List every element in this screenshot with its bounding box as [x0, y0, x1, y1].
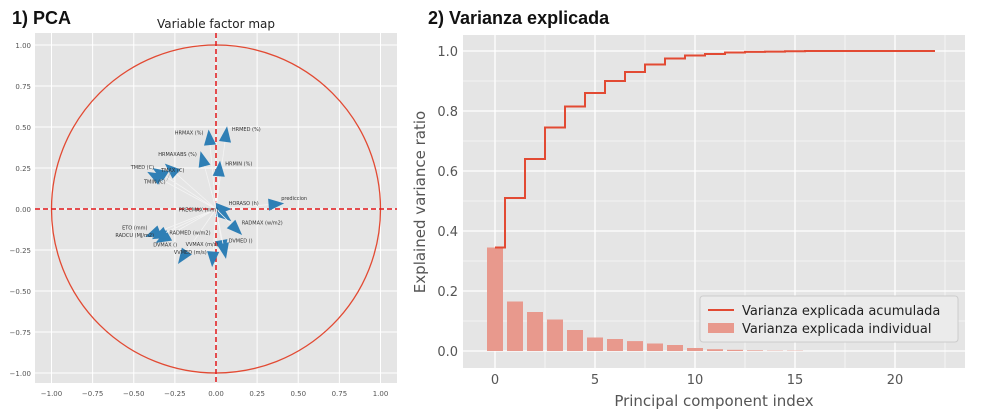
variable-label: DVMAX () [153, 243, 177, 249]
pca-ytick-label: −0.75 [10, 329, 31, 337]
variance-ytick-label: 0.8 [437, 105, 458, 120]
variable-arrow-shaft [163, 208, 217, 239]
legend-box [699, 295, 959, 343]
pca-ytick-label: −0.25 [10, 247, 31, 255]
variance-bar [567, 330, 583, 351]
pca-ytick-label: −0.50 [10, 288, 31, 296]
variance-ylabel: Explained variance ratio [411, 111, 429, 293]
variable-arrow-head [226, 219, 243, 236]
variance-bar [747, 350, 763, 351]
pca-ytick-label: −1.00 [10, 370, 31, 378]
variance-bar [587, 337, 603, 351]
variance-xtick-label: 0 [491, 373, 499, 388]
variance-ytick-label: 0.2 [437, 285, 458, 300]
variable-arrow-shaft [159, 208, 217, 236]
pca-ytick-label: 1.00 [15, 42, 31, 50]
variance-bar [647, 343, 663, 351]
variable-label: HRMAX (%) [175, 130, 204, 136]
variable-arrow-head [177, 247, 192, 264]
variance-bar [687, 348, 703, 351]
variable-arrow-shaft [212, 208, 217, 259]
variable-arrow-head [151, 226, 169, 240]
variance-bar [627, 341, 643, 351]
variable-label: RADMAX (w/m2) [242, 221, 283, 227]
cumulative-variance-line [495, 50, 935, 249]
variance-bar [507, 301, 523, 351]
variable-arrow-head [268, 198, 285, 211]
variable-arrow-shaft [202, 159, 217, 210]
variance-bar [527, 312, 543, 351]
variable-arrow-head [218, 126, 232, 143]
variable-arrow-shaft [159, 172, 217, 210]
variable-arrow-head [198, 151, 211, 168]
pca-ytick-label: 0.25 [15, 165, 31, 173]
pca-ytick-label: 0.00 [15, 206, 31, 214]
pca-ytick-label: 0.75 [15, 83, 31, 91]
variable-label: HORASO (h) [229, 201, 259, 207]
variable-arrow-shaft [171, 169, 217, 210]
variable-label: RADCU (MJ/m2) [115, 233, 154, 239]
variance-xlabel: Principal component index [614, 392, 813, 410]
variable-arrow-head [215, 206, 232, 222]
panel-label-pca: 1) PCA [12, 8, 72, 28]
variable-label: PRECMAX (mm) [179, 208, 219, 214]
variable-arrow-shaft [209, 138, 217, 210]
variance-bar [727, 349, 743, 351]
variance-bar [547, 319, 563, 351]
variable-label: TMED (C) [130, 165, 154, 171]
variable-label: prediccion [281, 196, 307, 202]
variance-bar [607, 339, 623, 351]
variable-label: HRMAXABS (%) [158, 152, 197, 158]
pca-xtick-label: 1.00 [373, 390, 389, 398]
variance-ytick-label: 0.4 [437, 225, 458, 240]
variable-arrow-head [147, 171, 164, 185]
legend-label-cumulative: Varianza explicada acumulada [742, 304, 940, 319]
pca-xtick-label: −0.25 [164, 390, 185, 398]
variance-xtick-label: 15 [787, 373, 804, 388]
pca-xtick-label: 0.75 [332, 390, 348, 398]
variance-xtick-label: 5 [591, 373, 599, 388]
variable-label: RADMED (w/m2) [169, 231, 210, 237]
variable-label: HRMIN (%) [225, 162, 252, 168]
pca-title: Variable factor map [157, 17, 275, 31]
pca-ytick-label: 0.50 [15, 124, 31, 132]
variable-label: ETO (mm) [122, 226, 147, 232]
pca-xtick-label: 0.00 [208, 390, 224, 398]
panel-label-variance: 2) Varianza explicada [428, 8, 610, 28]
pca-xtick-label: −1.00 [41, 390, 62, 398]
legend-label-individual: Varianza explicada individual [742, 322, 931, 337]
pca-xtick-label: −0.50 [123, 390, 144, 398]
variable-arrow-shaft [154, 175, 217, 210]
variance-bar [667, 345, 683, 351]
variable-arrow-shaft [182, 208, 217, 257]
variable-label: DVMED () [229, 239, 253, 245]
variable-label: TMAX (C) [160, 168, 184, 174]
variance-ytick-label: 0.0 [437, 345, 458, 360]
variance-ytick-label: 0.6 [437, 165, 458, 180]
variable-label: HRMED (%) [232, 127, 261, 133]
legend-swatch-individual [708, 323, 734, 333]
variance-bar [487, 247, 503, 351]
pca-xtick-label: 0.50 [290, 390, 306, 398]
variance-xtick-label: 20 [887, 373, 904, 388]
variable-arrow-head [216, 242, 229, 259]
variable-label: VVMED (m/s) [174, 250, 207, 256]
variable-arrow-shaft [215, 208, 225, 251]
pca-xtick-label: −0.75 [82, 390, 103, 398]
pca-xtick-label: 0.25 [249, 390, 265, 398]
variable-label: VVMAX (m/s) [186, 242, 219, 248]
variable-arrow-head [207, 251, 220, 268]
variable-arrow-head [203, 129, 217, 146]
variance-ytick-label: 1.0 [437, 45, 458, 60]
variance-xtick-label: 10 [687, 373, 704, 388]
variable-label-leader [166, 169, 172, 182]
variable-arrow-head [212, 160, 225, 177]
variable-arrow-head [164, 163, 181, 179]
variable-label: TMIN (C) [143, 180, 166, 186]
variance-bar [707, 349, 723, 351]
